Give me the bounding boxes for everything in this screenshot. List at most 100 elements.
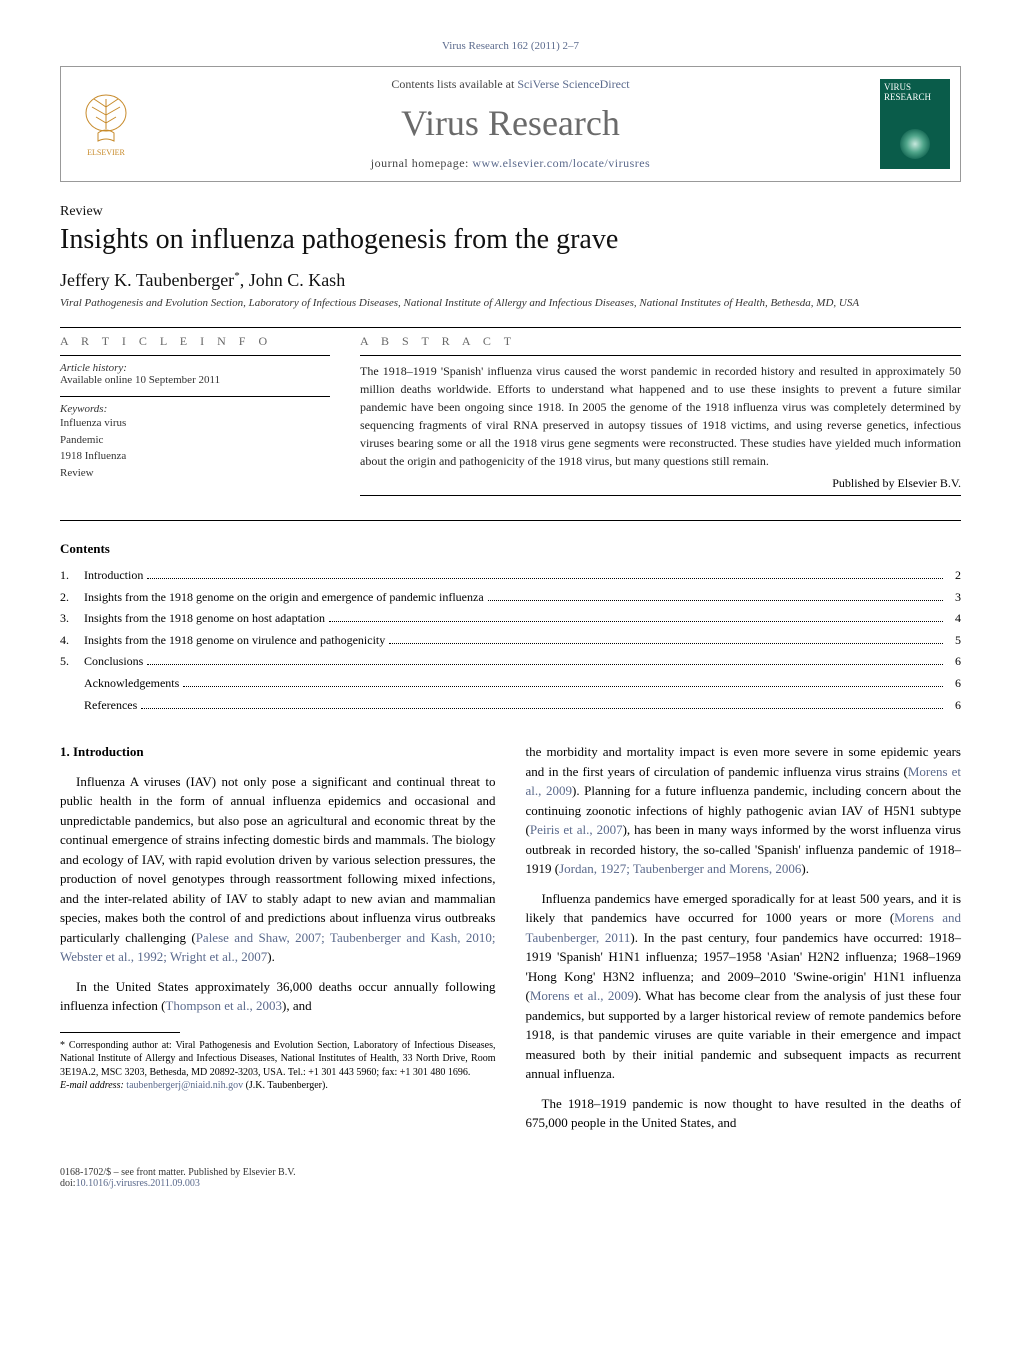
email-link[interactable]: taubenbergerj@niaid.nih.gov bbox=[126, 1080, 243, 1091]
body-text: ). bbox=[801, 861, 809, 876]
citation-link[interactable]: Thompson et al., 2003 bbox=[165, 998, 282, 1013]
toc-title: Introduction bbox=[84, 565, 143, 587]
paragraph: the morbidity and mortality impact is ev… bbox=[526, 742, 962, 879]
history-text: Available online 10 September 2011 bbox=[60, 374, 330, 386]
svg-text:ELSEVIER: ELSEVIER bbox=[87, 148, 125, 157]
body-text: Influenza A viruses (IAV) not only pose … bbox=[60, 774, 496, 945]
keyword-item: Review bbox=[60, 465, 330, 482]
citation-link[interactable]: Peiris et al., 2007 bbox=[530, 822, 623, 837]
toc-title: Insights from the 1918 genome on the ori… bbox=[84, 587, 484, 609]
toc-page: 6 bbox=[947, 651, 961, 673]
rule-abstract bbox=[360, 355, 961, 356]
toc-num: 4. bbox=[60, 630, 84, 652]
history-label: Article history: bbox=[60, 362, 330, 374]
corresponding-footnote: * Corresponding author at: Viral Pathoge… bbox=[60, 1039, 496, 1080]
section-heading: 1. Introduction bbox=[60, 742, 496, 762]
toc-num: 1. bbox=[60, 565, 84, 587]
author-2: John C. Kash bbox=[249, 270, 346, 290]
toc-title: Acknowledgements bbox=[84, 673, 179, 695]
body-text: ), and bbox=[282, 998, 312, 1013]
cover-title-2: RESEARCH bbox=[884, 92, 931, 102]
body-text: the morbidity and mortality impact is ev… bbox=[526, 744, 962, 779]
toc-page: 2 bbox=[947, 565, 961, 587]
keywords-list: Influenza virus Pandemic 1918 Influenza … bbox=[60, 415, 330, 481]
doi-line: doi:10.1016/j.virusres.2011.09.003 bbox=[60, 1178, 961, 1189]
toc-leader bbox=[141, 708, 943, 709]
toc-row: 2.Insights from the 1918 genome on the o… bbox=[60, 587, 961, 609]
author-1: Jeffery K. Taubenberger bbox=[60, 270, 234, 290]
publisher-logo-cell: ELSEVIER bbox=[61, 67, 151, 181]
toc-row: References 6 bbox=[60, 695, 961, 717]
rule-abstract-bottom bbox=[360, 495, 961, 496]
corresponding-mark: * bbox=[234, 270, 240, 282]
toc-page: 6 bbox=[947, 695, 961, 717]
journal-homepage-line: journal homepage: www.elsevier.com/locat… bbox=[151, 156, 870, 171]
info-abstract-row: a r t i c l e i n f o Article history: A… bbox=[60, 334, 961, 502]
toc-title: Insights from the 1918 genome on virulen… bbox=[84, 630, 385, 652]
rule-info-2 bbox=[60, 396, 330, 397]
page-root: Virus Research 162 (2011) 2–7 ELSEVIER C… bbox=[0, 0, 1021, 1239]
article-type-label: Review bbox=[60, 204, 961, 220]
sciencedirect-link[interactable]: SciVerse ScienceDirect bbox=[517, 77, 629, 91]
right-column: the morbidity and mortality impact is ev… bbox=[526, 742, 962, 1143]
toc-leader bbox=[389, 643, 943, 644]
toc-row: 3.Insights from the 1918 genome on host … bbox=[60, 608, 961, 630]
paragraph: In the United States approximately 36,00… bbox=[60, 977, 496, 1016]
toc-row: 5.Conclusions 6 bbox=[60, 651, 961, 673]
toc-leader bbox=[183, 686, 943, 687]
toc-title: Conclusions bbox=[84, 651, 143, 673]
doi-link[interactable]: 10.1016/j.virusres.2011.09.003 bbox=[76, 1178, 200, 1189]
rule-info-1 bbox=[60, 355, 330, 356]
footnote-text: Corresponding author at: Viral Pathogene… bbox=[60, 1040, 496, 1078]
authors-line: Jeffery K. Taubenberger*, John C. Kash bbox=[60, 270, 961, 291]
table-of-contents: 1.Introduction 2 2.Insights from the 1918… bbox=[60, 565, 961, 716]
paragraph: Influenza A viruses (IAV) not only pose … bbox=[60, 772, 496, 967]
abstract-column: a b s t r a c t The 1918–1919 'Spanish' … bbox=[360, 334, 961, 502]
toc-num: 3. bbox=[60, 608, 84, 630]
citation-header: Virus Research 162 (2011) 2–7 bbox=[60, 40, 961, 52]
journal-cover-cell: VIRUSRESEARCH bbox=[870, 67, 960, 181]
cover-title-1: VIRUS bbox=[884, 82, 911, 92]
toc-leader bbox=[147, 664, 943, 665]
body-text: The 1918–1919 pandemic is now thought to… bbox=[526, 1096, 962, 1131]
cover-graphic-icon bbox=[900, 129, 930, 159]
doi-prefix: doi: bbox=[60, 1178, 76, 1189]
journal-cover-thumbnail: VIRUSRESEARCH bbox=[880, 79, 950, 169]
citation-link[interactable]: Morens et al., 2009 bbox=[530, 988, 634, 1003]
keyword-item: Influenza virus bbox=[60, 415, 330, 432]
body-text: ). bbox=[267, 949, 275, 964]
contents-lists-line: Contents lists available at SciVerse Sci… bbox=[151, 77, 870, 92]
toc-leader bbox=[329, 621, 943, 622]
keyword-item: 1918 Influenza bbox=[60, 448, 330, 465]
contents-prefix: Contents lists available at bbox=[391, 77, 517, 91]
toc-page: 5 bbox=[947, 630, 961, 652]
journal-header-box: ELSEVIER Contents lists available at Sci… bbox=[60, 66, 961, 182]
abstract-heading: a b s t r a c t bbox=[360, 334, 961, 349]
left-column: 1. Introduction Influenza A viruses (IAV… bbox=[60, 742, 496, 1143]
journal-name: Virus Research bbox=[151, 102, 870, 144]
toc-row: 4.Insights from the 1918 genome on virul… bbox=[60, 630, 961, 652]
footnote-rule bbox=[60, 1032, 180, 1033]
toc-title: References bbox=[84, 695, 137, 717]
contents-heading: Contents bbox=[60, 541, 961, 557]
paragraph: The 1918–1919 pandemic is now thought to… bbox=[526, 1094, 962, 1133]
keywords-label: Keywords: bbox=[60, 403, 330, 415]
footer-block: 0168-1702/$ – see front matter. Publishe… bbox=[60, 1167, 961, 1189]
rule-top bbox=[60, 327, 961, 328]
email-label: E-mail address: bbox=[60, 1080, 126, 1091]
toc-row: Acknowledgements6 bbox=[60, 673, 961, 695]
article-title: Insights on influenza pathogenesis from … bbox=[60, 224, 961, 256]
toc-num: 5. bbox=[60, 651, 84, 673]
article-info-heading: a r t i c l e i n f o bbox=[60, 334, 330, 349]
toc-num: 2. bbox=[60, 587, 84, 609]
keyword-item: Pandemic bbox=[60, 432, 330, 449]
rule-below-abstract bbox=[60, 520, 961, 521]
email-footnote: E-mail address: taubenbergerj@niaid.nih.… bbox=[60, 1079, 496, 1093]
front-matter-line: 0168-1702/$ – see front matter. Publishe… bbox=[60, 1167, 961, 1178]
journal-homepage-link[interactable]: www.elsevier.com/locate/virusres bbox=[472, 156, 650, 170]
homepage-prefix: journal homepage: bbox=[371, 156, 473, 170]
citation-link[interactable]: Jordan, 1927; Taubenberger and Morens, 2… bbox=[559, 861, 801, 876]
toc-title: Insights from the 1918 genome on host ad… bbox=[84, 608, 325, 630]
body-columns: 1. Introduction Influenza A viruses (IAV… bbox=[60, 742, 961, 1143]
toc-page: 3 bbox=[947, 587, 961, 609]
